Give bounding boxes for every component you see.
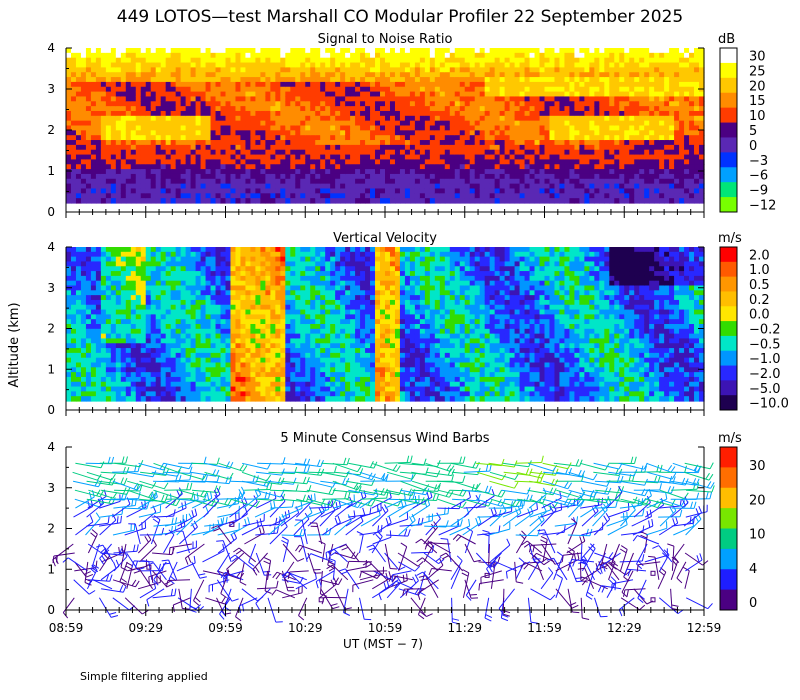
- x-tick-label: 09:59: [208, 621, 243, 635]
- colorbar-label: −3: [749, 154, 768, 169]
- panel-title: Vertical Velocity: [333, 231, 437, 246]
- colorbar-label: −10.0: [749, 397, 789, 412]
- y-tick-label: 2: [47, 322, 55, 336]
- colorbar-label: −6: [749, 169, 768, 184]
- x-tick-label: 12:59: [687, 621, 722, 635]
- y-tick-label: 3: [47, 481, 55, 495]
- wind-barb-field: [52, 455, 715, 625]
- colorbar-label: −0.2: [749, 323, 781, 338]
- colorbar-label: 10: [749, 528, 766, 543]
- colorbar: m/s 2.01.00.50.20.0−0.2−0.5−1.0−2.0−5.0−1…: [718, 231, 789, 412]
- filter-note: Simple filtering applied: [80, 670, 208, 683]
- colorbar: m/s 30 20 10 4 0: [718, 431, 766, 611]
- colorbar-label: −5.0: [749, 382, 781, 397]
- colorbar-label: 10: [749, 109, 766, 124]
- axes: 0 1 2 3 4: [47, 41, 705, 219]
- x-tick-label: 11:29: [447, 621, 482, 635]
- colorbar-label: 20: [749, 493, 766, 508]
- x-tick-label: 10:29: [288, 621, 323, 635]
- colorbar-label: 20: [749, 79, 766, 94]
- colorbar-label: 5: [749, 124, 757, 139]
- heatmap-field: [66, 48, 705, 204]
- y-axis-label: Altitude (km): [7, 302, 22, 387]
- colorbar-label: −0.5: [749, 337, 781, 352]
- colorbar-label: 0.2: [749, 293, 770, 308]
- panel-1: Signal to Noise Ratio01234dB302520151050…: [47, 32, 776, 219]
- colorbar-label: 30: [749, 49, 766, 64]
- colorbar-unit: m/s: [718, 231, 742, 246]
- y-tick-label: 2: [47, 123, 55, 137]
- panel-title: Signal to Noise Ratio: [318, 32, 453, 47]
- panel-2: Vertical Velocity 0 1 2 3 4 m/s 2.01.00.50.20.0…: [47, 231, 788, 417]
- axes: 0 1 2 3 4 08:59 09:29 09:59 10:29 10:59 11:29 11:59…: [47, 440, 721, 635]
- x-tick-label: 11:59: [527, 621, 562, 635]
- y-tick-label: 2: [47, 522, 55, 536]
- panel-title: 5 Minute Consensus Wind Barbs: [280, 431, 489, 446]
- y-tick-label: 3: [47, 82, 55, 96]
- colorbar-label: 1.0: [749, 263, 770, 278]
- y-tick-label: 1: [47, 164, 55, 178]
- y-tick-label: 4: [47, 440, 55, 454]
- colorbar-label: 0: [749, 139, 757, 154]
- y-tick-label: 1: [47, 562, 55, 576]
- colorbar-label: 25: [749, 64, 766, 79]
- y-tick-label: 3: [47, 281, 55, 295]
- colorbar-unit: m/s: [718, 431, 742, 446]
- colorbar-label: −2.0: [749, 367, 781, 382]
- colorbar-unit: dB: [718, 32, 735, 47]
- x-tick-label: 08:59: [49, 621, 84, 635]
- y-tick-label: 4: [47, 240, 55, 254]
- colorbar-label: −9: [749, 184, 768, 199]
- x-tick-label: 10:59: [368, 621, 403, 635]
- colorbar-label: 0.5: [749, 278, 770, 293]
- x-axis-label: UT (MST − 7): [343, 637, 423, 651]
- y-tick-label: 1: [47, 362, 55, 376]
- colorbar-label: −12: [749, 199, 776, 214]
- y-tick-label: 0: [47, 205, 55, 219]
- colorbar-label: 30: [749, 459, 766, 474]
- y-tick-label: 4: [47, 41, 55, 55]
- colorbar-label: 2.0: [749, 248, 770, 263]
- colorbar-label: −1.0: [749, 352, 781, 367]
- x-tick-label: 12:29: [607, 621, 642, 635]
- axes: 0 1 2 3 4: [47, 240, 705, 417]
- colorbar-label: 0: [749, 596, 757, 611]
- heatmap-field: [66, 247, 705, 402]
- colorbar-label: 0.0: [749, 308, 770, 323]
- colorbar-label: 15: [749, 94, 766, 109]
- y-tick-label: 0: [47, 603, 55, 617]
- colorbar-label: 4: [749, 562, 757, 577]
- y-tick-label: 0: [47, 403, 55, 417]
- x-tick-label: 09:29: [128, 621, 163, 635]
- figure-title: 449 LOTOS—test Marshall CO Modular Profi…: [117, 7, 683, 27]
